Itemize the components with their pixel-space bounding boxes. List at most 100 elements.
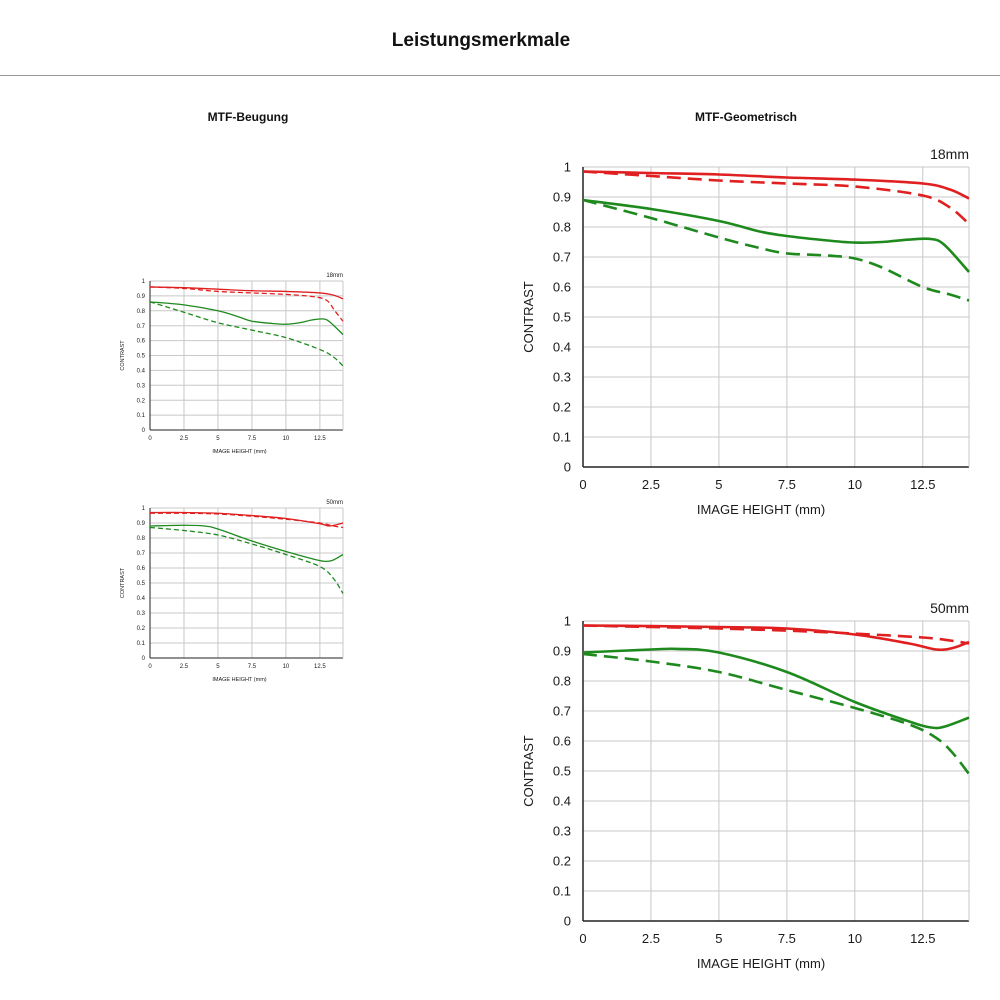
y-tick-label: 0.4 <box>553 340 571 355</box>
y-tick-label: 0.8 <box>553 220 571 235</box>
x-tick-label: 0 <box>148 664 152 670</box>
y-tick-label: 0.7 <box>137 551 146 557</box>
x-tick-label: 7.5 <box>248 664 257 670</box>
x-tick-label: 5 <box>715 931 722 946</box>
series-line-red-dashed <box>149 512 344 529</box>
series-line-green-dashed <box>149 301 344 367</box>
series-line-red-solid <box>582 170 970 200</box>
y-tick-label: 0.7 <box>553 704 571 719</box>
x-axis-label: IMAGE HEIGHT (mm) <box>212 449 266 455</box>
y-tick-label: 0 <box>564 460 571 475</box>
series-line-red-dashed <box>582 170 970 225</box>
y-tick-label: 0.9 <box>137 521 146 527</box>
y-tick-label: 0.2 <box>553 400 571 415</box>
series-line-green-solid <box>149 524 344 563</box>
y-tick-label: 0.3 <box>137 383 146 389</box>
y-tick-label: 0.7 <box>137 324 146 330</box>
chart-title: 18mm <box>930 146 969 162</box>
y-tick-label: 0 <box>142 656 146 662</box>
y-tick-label: 0.8 <box>553 674 571 689</box>
y-tick-label: 0.1 <box>553 884 571 899</box>
x-tick-label: 10 <box>283 664 290 670</box>
y-tick-label: 0.4 <box>553 794 571 809</box>
series-line-green-solid <box>149 301 344 336</box>
section-title-geometrisch: MTF-Geometrisch <box>694 110 797 124</box>
series-line-red-dashed <box>582 624 970 645</box>
x-tick-label: 0 <box>579 477 586 492</box>
x-tick-label: 12.5 <box>910 931 935 946</box>
x-tick-label: 0 <box>148 436 152 442</box>
y-tick-label: 0.5 <box>137 354 146 360</box>
x-axis-label: IMAGE HEIGHT (mm) <box>697 956 825 971</box>
x-tick-label: 12.5 <box>314 664 326 670</box>
y-tick-label: 1 <box>564 614 571 629</box>
x-tick-label: 7.5 <box>248 436 257 442</box>
y-tick-label: 0.9 <box>553 190 571 205</box>
series-line-green-dashed <box>582 198 970 302</box>
page-title: Leistungsmerkmale <box>391 30 571 51</box>
x-tick-label: 2.5 <box>642 477 660 492</box>
y-tick-label: 1 <box>564 160 571 175</box>
x-axis-label: IMAGE HEIGHT (mm) <box>212 677 266 683</box>
x-tick-label: 2.5 <box>180 436 189 442</box>
x-tick-label: 5 <box>216 664 220 670</box>
y-tick-label: 0.5 <box>137 581 146 587</box>
y-tick-label: 0.3 <box>553 370 571 385</box>
series-line-red-solid <box>149 511 344 527</box>
y-axis-label: CONTRAST <box>120 340 126 371</box>
x-tick-label: 10 <box>848 931 862 946</box>
y-tick-label: 0.6 <box>137 566 146 572</box>
divider <box>0 75 1000 76</box>
x-axis-label: IMAGE HEIGHT (mm) <box>697 502 825 517</box>
y-tick-label: 0.8 <box>137 309 146 315</box>
y-tick-label: 0.1 <box>553 430 571 445</box>
y-tick-label: 0.6 <box>553 280 571 295</box>
y-tick-label: 0.6 <box>137 339 146 345</box>
x-tick-label: 7.5 <box>778 931 796 946</box>
y-tick-label: 0.5 <box>553 310 571 325</box>
x-tick-label: 10 <box>848 477 862 492</box>
y-tick-label: 0.3 <box>553 824 571 839</box>
y-tick-label: 0.5 <box>553 764 571 779</box>
y-tick-label: 0.2 <box>137 398 146 404</box>
series-line-red-solid <box>149 286 344 300</box>
series-line-green-dashed <box>582 652 971 775</box>
series-line-red-solid <box>582 624 970 652</box>
chart-title: 18mm <box>326 273 343 279</box>
chart-title: 50mm <box>930 600 969 616</box>
x-tick-label: 7.5 <box>778 477 796 492</box>
y-tick-label: 0.8 <box>137 536 146 542</box>
y-tick-label: 0.9 <box>553 644 571 659</box>
x-tick-label: 10 <box>283 436 290 442</box>
x-tick-label: 12.5 <box>910 477 935 492</box>
series-line-green-solid <box>582 647 970 730</box>
y-tick-label: 0.9 <box>137 294 146 300</box>
y-tick-label: 0.2 <box>137 626 146 632</box>
x-tick-label: 2.5 <box>642 931 660 946</box>
series-line-green-solid <box>582 198 970 273</box>
y-axis-label: CONTRAST <box>521 281 536 353</box>
series-line-red-dashed <box>149 286 344 322</box>
y-tick-label: 0.6 <box>553 734 571 749</box>
y-tick-label: 0 <box>142 428 146 434</box>
y-tick-label: 1 <box>142 279 146 285</box>
y-tick-label: 0.4 <box>137 596 146 602</box>
chart-title: 50mm <box>326 500 343 506</box>
y-tick-label: 0.3 <box>137 611 146 617</box>
y-tick-label: 1 <box>142 506 146 512</box>
y-tick-label: 0.7 <box>553 250 571 265</box>
x-tick-label: 5 <box>216 436 220 442</box>
x-tick-label: 2.5 <box>180 664 189 670</box>
y-tick-label: 0.4 <box>137 369 146 375</box>
y-tick-label: 0.1 <box>137 413 146 419</box>
section-title-beugung: MTF-Beugung <box>207 110 289 124</box>
y-axis-label: CONTRAST <box>521 735 536 807</box>
series-line-green-dashed <box>149 526 344 594</box>
y-tick-label: 0 <box>564 914 571 929</box>
x-tick-label: 5 <box>715 477 722 492</box>
y-axis-label: CONTRAST <box>120 567 126 598</box>
